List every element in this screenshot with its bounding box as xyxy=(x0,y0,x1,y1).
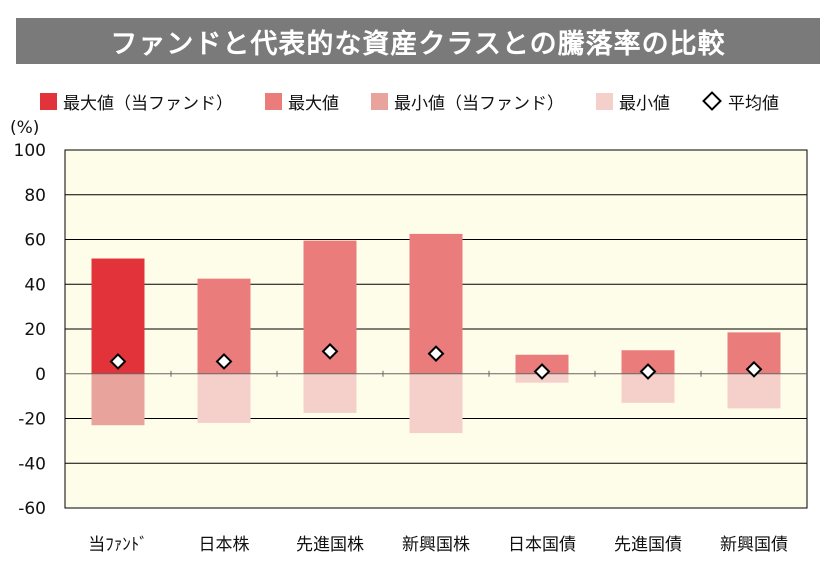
legend-item-average: 平均値 xyxy=(702,89,779,114)
x-category-label: 新興国株 xyxy=(402,535,470,555)
x-category-label: 先進国債 xyxy=(614,535,682,555)
x-category-label: 当ﾌｧﾝﾄﾞ xyxy=(88,535,148,555)
legend-swatch-max xyxy=(265,92,282,110)
bar-max xyxy=(621,350,675,374)
average-marker xyxy=(745,360,763,378)
legend-item-fund-min: 最小値（当ファンド） xyxy=(371,89,564,114)
bar-min xyxy=(303,373,357,413)
bar-min xyxy=(409,373,463,434)
x-category-label: 新興国債 xyxy=(720,535,788,555)
legend-label-max: 最大値 xyxy=(288,93,339,114)
x-category-label: 先進国株 xyxy=(296,535,364,555)
average-marker xyxy=(427,345,445,363)
y-tick-label: 60 xyxy=(24,231,46,251)
legend-swatch-fund-max xyxy=(40,92,57,110)
legend-label-fund-min: 最小値（当ファンド） xyxy=(394,93,564,114)
y-tick-label: 20 xyxy=(24,320,46,340)
y-tick-label: 40 xyxy=(24,275,46,295)
y-tick-label: -20 xyxy=(18,410,46,430)
y-tick-label: -60 xyxy=(18,499,46,519)
legend-item-fund-max: 最大値（当ファンド） xyxy=(40,89,233,114)
legend: 最大値（当ファンド） 最大値 最小値（当ファンド） 最小値 平均値 xyxy=(40,88,779,114)
x-category-label: 日本株 xyxy=(199,535,250,555)
legend-label-average: 平均値 xyxy=(728,93,779,114)
average-marker xyxy=(215,353,233,370)
x-category-label: 日本国債 xyxy=(508,535,576,555)
y-tick-label: 100 xyxy=(14,141,46,161)
legend-swatch-fund-min xyxy=(371,92,388,110)
y-tick-label: 0 xyxy=(35,365,46,385)
legend-swatch-min xyxy=(596,92,613,110)
bar-min xyxy=(91,373,145,426)
y-axis-unit: (%) xyxy=(10,118,40,138)
average-marker xyxy=(533,363,551,380)
bar-min xyxy=(727,373,781,409)
y-tick-label: -40 xyxy=(18,454,46,474)
y-tick-label: 80 xyxy=(24,186,46,206)
legend-label-fund-max: 最大値（当ファンド） xyxy=(63,93,233,114)
average-marker xyxy=(639,363,657,380)
average-marker xyxy=(109,353,127,370)
bar-min xyxy=(197,373,251,423)
average-marker xyxy=(321,342,339,360)
legend-item-max: 最大値 xyxy=(265,89,339,114)
legend-label-min: 最小値 xyxy=(619,93,670,114)
chart-title: ファンドと代表的な資産クラスとの騰落率の比較 xyxy=(16,18,820,64)
legend-item-min: 最小値 xyxy=(596,89,670,114)
